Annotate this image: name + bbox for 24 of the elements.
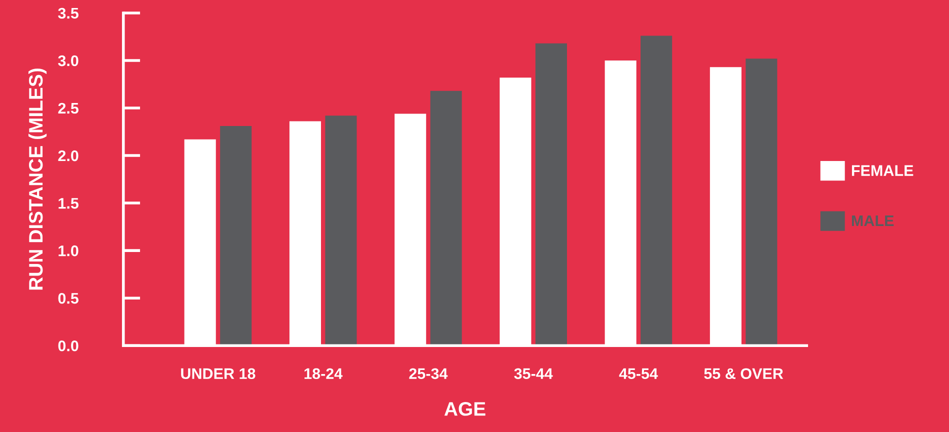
x-tick-label: 55 & OVER [704, 368, 784, 380]
bar [220, 126, 252, 346]
bar [640, 36, 672, 346]
x-axis-title: AGE [444, 402, 486, 416]
y-tick-label: 0.0 [58, 340, 78, 352]
x-tick-label: 35-44 [514, 368, 553, 380]
y-tick-label: 1.0 [58, 245, 78, 256]
bar [746, 58, 778, 346]
y-tick-label: 1.5 [58, 198, 78, 209]
legend-label: FEMALE [852, 165, 914, 176]
y-tick-label: 2.0 [58, 150, 78, 162]
bar [430, 90, 462, 346]
legend-label: MALE [852, 216, 894, 226]
bar [535, 43, 567, 346]
y-tick-label: 3.0 [58, 55, 78, 66]
x-tick-label: 25-34 [409, 368, 448, 380]
x-tick-label: 45-54 [619, 368, 658, 380]
y-tick-label: 0.5 [58, 292, 78, 304]
bar [325, 116, 357, 346]
y-tick-label: 3.5 [58, 8, 78, 19]
y-axis-title: RUN DISTANCE (MILES) [28, 68, 47, 290]
x-tick-label: 18-24 [304, 368, 343, 380]
y-tick-label: 2.5 [58, 102, 78, 114]
x-tick-label: UNDER 18 [181, 368, 256, 380]
